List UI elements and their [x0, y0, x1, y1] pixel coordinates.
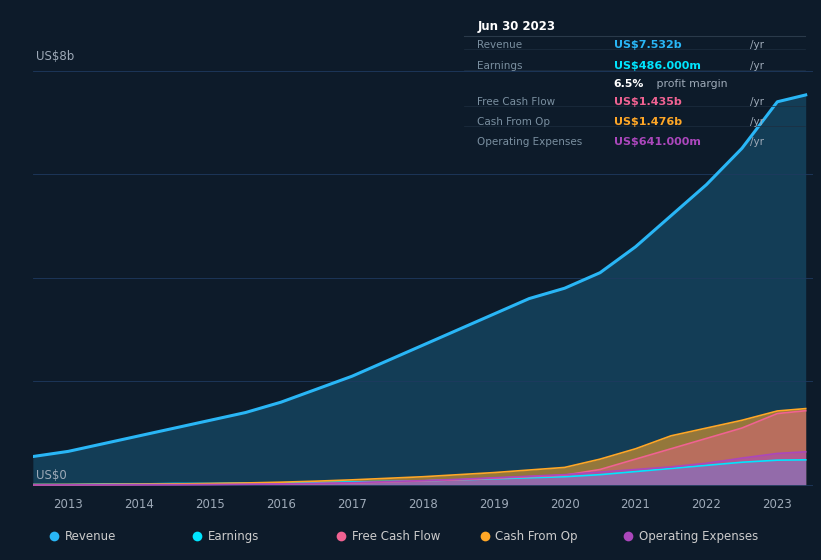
Text: profit margin: profit margin	[653, 79, 727, 89]
Text: Cash From Op: Cash From Op	[495, 530, 578, 543]
Text: /yr: /yr	[750, 137, 764, 147]
Text: US$7.532b: US$7.532b	[614, 40, 681, 50]
Text: Earnings: Earnings	[208, 530, 259, 543]
Text: US$641.000m: US$641.000m	[614, 137, 700, 147]
Text: US$1.435b: US$1.435b	[614, 97, 681, 108]
Text: US$0: US$0	[36, 469, 67, 483]
Text: Free Cash Flow: Free Cash Flow	[478, 97, 556, 108]
Text: Earnings: Earnings	[478, 62, 523, 72]
Text: US$1.476b: US$1.476b	[614, 118, 682, 127]
Text: /yr: /yr	[750, 118, 764, 127]
Text: Operating Expenses: Operating Expenses	[639, 530, 758, 543]
Text: Free Cash Flow: Free Cash Flow	[351, 530, 440, 543]
Text: Revenue: Revenue	[478, 40, 523, 50]
Text: 6.5%: 6.5%	[614, 79, 644, 89]
Text: Cash From Op: Cash From Op	[478, 118, 551, 127]
Text: Jun 30 2023: Jun 30 2023	[478, 20, 556, 33]
Text: /yr: /yr	[750, 97, 764, 108]
Text: US$486.000m: US$486.000m	[614, 62, 700, 72]
Text: Revenue: Revenue	[65, 530, 116, 543]
Text: Operating Expenses: Operating Expenses	[478, 137, 583, 147]
Text: US$8b: US$8b	[36, 50, 75, 63]
Text: /yr: /yr	[750, 62, 764, 72]
Text: /yr: /yr	[750, 40, 764, 50]
